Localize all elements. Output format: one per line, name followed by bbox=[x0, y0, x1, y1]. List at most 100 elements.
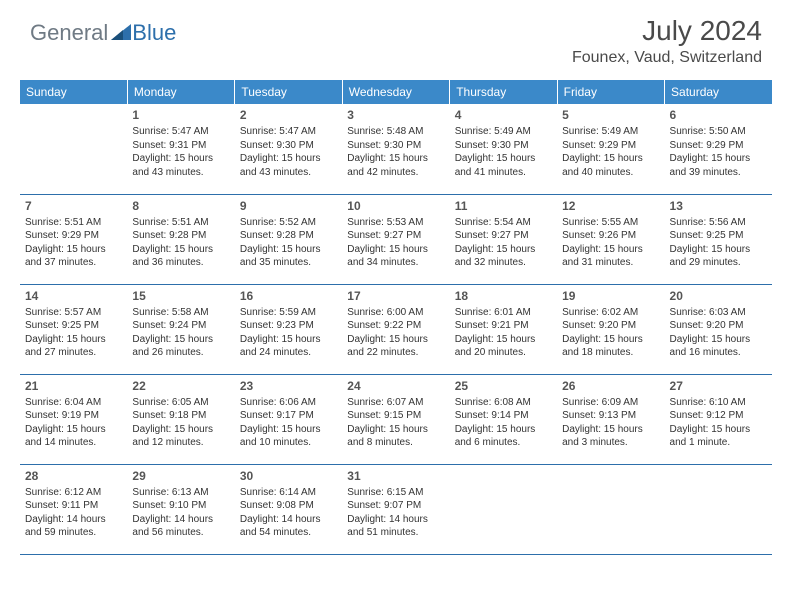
calendar-cell bbox=[450, 464, 557, 554]
daylight-line: Daylight: 15 hours and 43 minutes. bbox=[132, 152, 229, 179]
calendar-cell: 12Sunrise: 5:55 AMSunset: 9:26 PMDayligh… bbox=[557, 194, 664, 284]
sunset-line: Sunset: 9:20 PM bbox=[670, 319, 767, 333]
calendar-cell: 5Sunrise: 5:49 AMSunset: 9:29 PMDaylight… bbox=[557, 104, 664, 194]
sunrise-line: Sunrise: 5:49 AM bbox=[455, 125, 552, 139]
daylight-line: Daylight: 15 hours and 34 minutes. bbox=[347, 243, 444, 270]
calendar-row: 28Sunrise: 6:12 AMSunset: 9:11 PMDayligh… bbox=[20, 464, 772, 554]
page-title: July 2024 bbox=[572, 15, 762, 47]
sunrise-line: Sunrise: 5:56 AM bbox=[670, 216, 767, 230]
sunrise-line: Sunrise: 6:09 AM bbox=[562, 396, 659, 410]
day-number: 27 bbox=[670, 378, 767, 394]
sunrise-line: Sunrise: 6:15 AM bbox=[347, 486, 444, 500]
sunset-line: Sunset: 9:29 PM bbox=[670, 139, 767, 153]
day-number: 14 bbox=[25, 288, 122, 304]
calendar-cell: 27 Sunrise: 6:10 AMSunset: 9:12 PMDayligh… bbox=[665, 374, 772, 464]
day-header-thursday: Thursday bbox=[450, 80, 557, 104]
calendar-cell: 16Sunrise: 5:59 AMSunset: 9:23 PMDayligh… bbox=[235, 284, 342, 374]
sunset-line: Sunset: 9:11 PM bbox=[25, 499, 122, 513]
day-number: 11 bbox=[455, 198, 552, 214]
calendar-cell: 21Sunrise: 6:04 AMSunset: 9:19 PMDayligh… bbox=[20, 374, 127, 464]
calendar-cell: 20 Sunrise: 6:03 AMSunset: 9:20 PMDayligh… bbox=[665, 284, 772, 374]
daylight-line: Daylight: 15 hours and 16 minutes. bbox=[670, 333, 767, 360]
day-number: 7 bbox=[25, 198, 122, 214]
sunset-line: Sunset: 9:10 PM bbox=[132, 499, 229, 513]
daylight-line: Daylight: 15 hours and 6 minutes. bbox=[455, 423, 552, 450]
day-header-tuesday: Tuesday bbox=[235, 80, 342, 104]
sunrise-line: Sunrise: 6:03 AM bbox=[670, 306, 767, 320]
sunset-line: Sunset: 9:07 PM bbox=[347, 499, 444, 513]
sunset-line: Sunset: 9:20 PM bbox=[562, 319, 659, 333]
day-number: 25 bbox=[455, 378, 552, 394]
sunset-line: Sunset: 9:29 PM bbox=[25, 229, 122, 243]
sunset-line: Sunset: 9:30 PM bbox=[455, 139, 552, 153]
calendar-cell: 10Sunrise: 5:53 AMSunset: 9:27 PMDayligh… bbox=[342, 194, 449, 284]
calendar-cell: 9Sunrise: 5:52 AMSunset: 9:28 PMDaylight… bbox=[235, 194, 342, 284]
day-number: 17 bbox=[347, 288, 444, 304]
daylight-line: Daylight: 15 hours and 42 minutes. bbox=[347, 152, 444, 179]
calendar-cell: 18Sunrise: 6:01 AMSunset: 9:21 PMDayligh… bbox=[450, 284, 557, 374]
day-header-wednesday: Wednesday bbox=[342, 80, 449, 104]
daylight-line: Daylight: 15 hours and 35 minutes. bbox=[240, 243, 337, 270]
calendar-cell: 11Sunrise: 5:54 AMSunset: 9:27 PMDayligh… bbox=[450, 194, 557, 284]
day-number: 6 bbox=[670, 107, 767, 123]
day-number: 28 bbox=[25, 468, 122, 484]
sunrise-line: Sunrise: 5:50 AM bbox=[670, 125, 767, 139]
sunset-line: Sunset: 9:30 PM bbox=[347, 139, 444, 153]
sunrise-line: Sunrise: 5:58 AM bbox=[132, 306, 229, 320]
day-number: 19 bbox=[562, 288, 659, 304]
calendar-cell bbox=[665, 464, 772, 554]
logo-word1: General bbox=[30, 20, 108, 46]
sunrise-line: Sunrise: 6:05 AM bbox=[132, 396, 229, 410]
sunrise-line: Sunrise: 6:06 AM bbox=[240, 396, 337, 410]
calendar-header-row: SundayMondayTuesdayWednesdayThursdayFrid… bbox=[20, 80, 772, 104]
day-number: 18 bbox=[455, 288, 552, 304]
day-header-friday: Friday bbox=[557, 80, 664, 104]
sunrise-line: Sunrise: 6:04 AM bbox=[25, 396, 122, 410]
sunset-line: Sunset: 9:19 PM bbox=[25, 409, 122, 423]
header-right: July 2024 Founex, Vaud, Switzerland bbox=[572, 15, 762, 67]
sunrise-line: Sunrise: 6:08 AM bbox=[455, 396, 552, 410]
logo-triangle-icon bbox=[111, 20, 131, 46]
sunrise-line: Sunrise: 5:53 AM bbox=[347, 216, 444, 230]
sunset-line: Sunset: 9:25 PM bbox=[25, 319, 122, 333]
calendar-cell: 31Sunrise: 6:15 AMSunset: 9:07 PMDayligh… bbox=[342, 464, 449, 554]
daylight-line: Daylight: 15 hours and 37 minutes. bbox=[25, 243, 122, 270]
sunset-line: Sunset: 9:28 PM bbox=[240, 229, 337, 243]
daylight-line: Daylight: 15 hours and 14 minutes. bbox=[25, 423, 122, 450]
daylight-line: Daylight: 15 hours and 1 minute. bbox=[670, 423, 767, 450]
sunset-line: Sunset: 9:30 PM bbox=[240, 139, 337, 153]
sunset-line: Sunset: 9:24 PM bbox=[132, 319, 229, 333]
calendar-table: SundayMondayTuesdayWednesdayThursdayFrid… bbox=[20, 80, 772, 555]
sunrise-line: Sunrise: 6:00 AM bbox=[347, 306, 444, 320]
sunset-line: Sunset: 9:18 PM bbox=[132, 409, 229, 423]
calendar-row: 7Sunrise: 5:51 AMSunset: 9:29 PMDaylight… bbox=[20, 194, 772, 284]
sunset-line: Sunset: 9:15 PM bbox=[347, 409, 444, 423]
day-header-sunday: Sunday bbox=[20, 80, 127, 104]
sunrise-line: Sunrise: 5:51 AM bbox=[25, 216, 122, 230]
sunset-line: Sunset: 9:13 PM bbox=[562, 409, 659, 423]
sunrise-line: Sunrise: 6:14 AM bbox=[240, 486, 337, 500]
location-subtitle: Founex, Vaud, Switzerland bbox=[572, 49, 762, 67]
day-number: 3 bbox=[347, 107, 444, 123]
sunrise-line: Sunrise: 5:52 AM bbox=[240, 216, 337, 230]
calendar-cell bbox=[557, 464, 664, 554]
calendar-row: 14 Sunrise: 5:57 AMSunset: 9:25 PM Dayligh… bbox=[20, 284, 772, 374]
daylight-line: Daylight: 15 hours and 22 minutes. bbox=[347, 333, 444, 360]
sunrise-line: Sunrise: 5:57 AM bbox=[25, 306, 122, 320]
sunset-line: Sunset: 9:12 PM bbox=[670, 409, 767, 423]
day-number: 22 bbox=[132, 378, 229, 394]
day-number: 20 bbox=[670, 288, 767, 304]
calendar-cell: 14Sunrise: 5:57 AMSunset: 9:25 PMDayligh… bbox=[20, 284, 127, 374]
daylight-line: Daylight: 15 hours and 20 minutes. bbox=[455, 333, 552, 360]
day-number: 24 bbox=[347, 378, 444, 394]
calendar-cell: 29Sunrise: 6:13 AMSunset: 9:10 PMDayligh… bbox=[127, 464, 234, 554]
daylight-line: Daylight: 15 hours and 12 minutes. bbox=[132, 423, 229, 450]
day-number: 15 bbox=[132, 288, 229, 304]
day-number: 13 bbox=[670, 198, 767, 214]
calendar-cell: 4Sunrise: 5:49 AMSunset: 9:30 PMDaylight… bbox=[450, 104, 557, 194]
calendar-cell: 2Sunrise: 5:47 AMSunset: 9:30 PMDaylight… bbox=[235, 104, 342, 194]
day-number: 4 bbox=[455, 107, 552, 123]
sunrise-line: Sunrise: 6:10 AM bbox=[670, 396, 767, 410]
sunset-line: Sunset: 9:25 PM bbox=[670, 229, 767, 243]
daylight-line: Daylight: 15 hours and 10 minutes. bbox=[240, 423, 337, 450]
